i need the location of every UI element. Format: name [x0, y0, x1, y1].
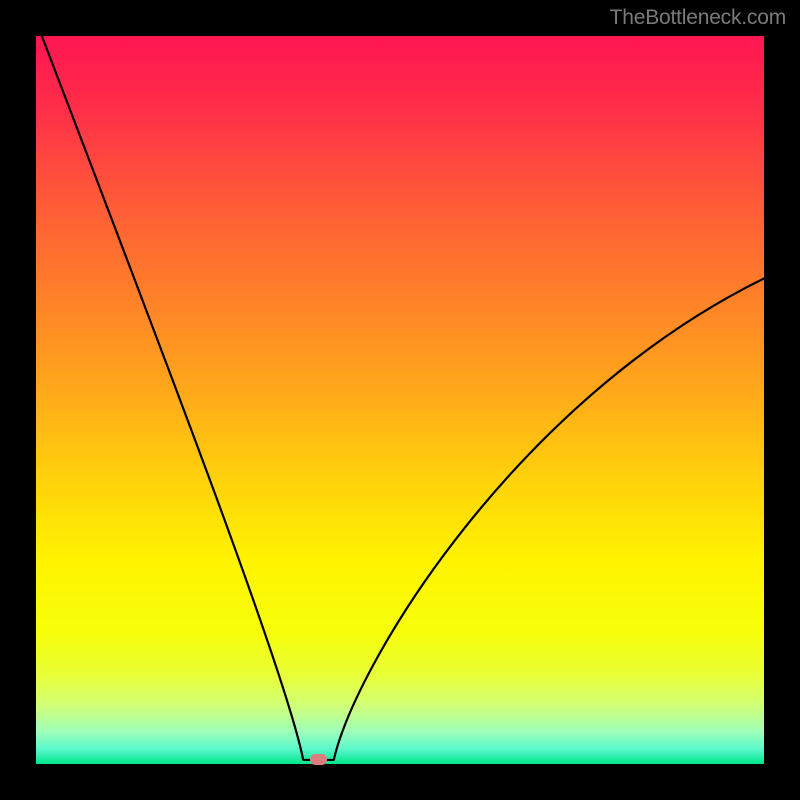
gradient-background — [36, 36, 764, 764]
chart-container: TheBottleneck.com — [0, 0, 800, 800]
watermark-text: TheBottleneck.com — [610, 6, 786, 30]
apex-marker — [310, 754, 327, 765]
plot-area — [36, 36, 764, 764]
chart-svg — [36, 36, 764, 764]
